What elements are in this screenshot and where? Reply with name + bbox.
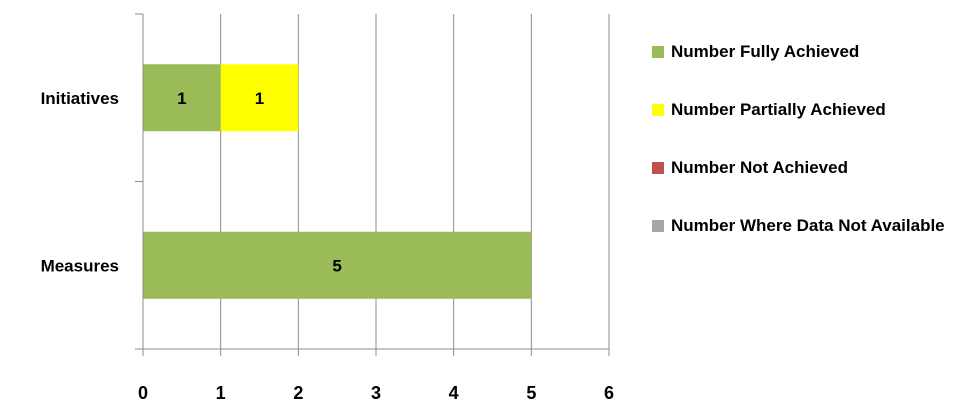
x-tick-label: 4 bbox=[449, 383, 459, 403]
x-tick-label: 2 bbox=[293, 383, 303, 403]
x-tick-label: 5 bbox=[526, 383, 536, 403]
x-tick-label: 1 bbox=[216, 383, 226, 403]
x-tick-label: 3 bbox=[371, 383, 381, 403]
legend-label: Number Not Achieved bbox=[671, 158, 848, 177]
legend-swatch bbox=[652, 162, 664, 174]
x-tick-label: 0 bbox=[138, 383, 148, 403]
axes bbox=[135, 13, 610, 356]
legend-item: Number Where Data Not Available bbox=[652, 214, 956, 238]
x-tick-label: 6 bbox=[604, 383, 614, 403]
legend-swatch bbox=[652, 46, 664, 58]
data-label: 1 bbox=[177, 89, 186, 108]
bar-segment bbox=[143, 231, 532, 299]
category-label: Initiatives bbox=[41, 89, 119, 108]
category-label: Measures bbox=[41, 256, 119, 275]
labels: 0 1 2 3 4 5 6 Initiatives Measures 1 1 5 bbox=[41, 89, 614, 403]
data-label: 1 bbox=[255, 89, 264, 108]
legend-swatch bbox=[652, 104, 664, 116]
legend-label: Number Fully Achieved bbox=[671, 42, 860, 61]
bar-segment bbox=[220, 64, 299, 132]
legend-label: Number Partially Achieved bbox=[671, 100, 886, 119]
legend-label: Number Where Data Not Available bbox=[671, 216, 945, 235]
bars bbox=[143, 64, 532, 299]
legend-item: Number Partially Achieved bbox=[652, 98, 956, 122]
legend-item: Number Not Achieved bbox=[652, 156, 956, 180]
data-label: 5 bbox=[332, 256, 341, 275]
bar-segment bbox=[143, 64, 221, 132]
legend-swatch bbox=[652, 220, 664, 232]
legend-item: Number Fully Achieved bbox=[652, 40, 956, 64]
